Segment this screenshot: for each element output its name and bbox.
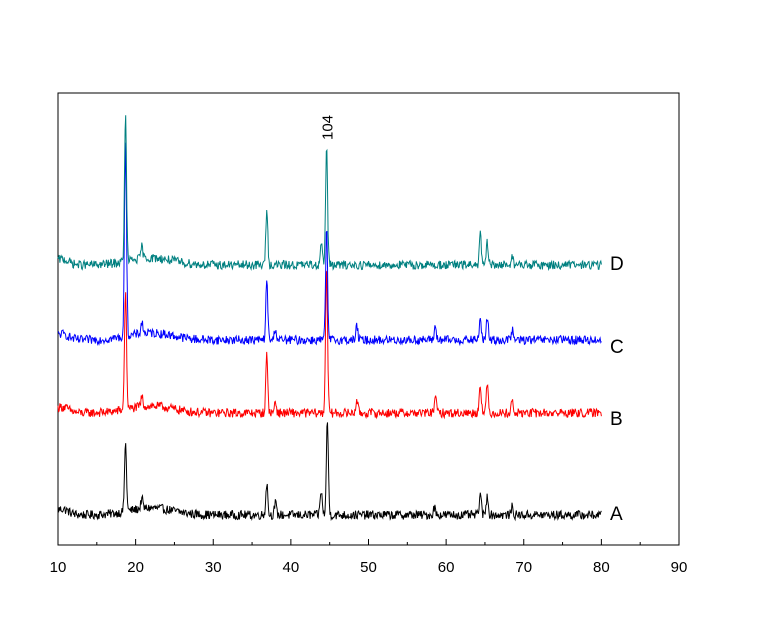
x-tick-label: 40: [283, 559, 300, 576]
series-label-d: D: [610, 254, 624, 275]
series-line-a: [57, 422, 602, 522]
x-tick-label: 30: [205, 559, 222, 576]
peak-annotation: 104: [320, 115, 337, 140]
x-tick-label: 70: [515, 559, 532, 576]
x-tick-label: 80: [593, 559, 610, 576]
plot-frame: [57, 92, 680, 546]
series-label-c: C: [610, 337, 624, 358]
x-axis-tick-labels: 10 20 30 40 50 60 70 80 90: [50, 559, 688, 576]
x-tick-label: 60: [438, 559, 455, 576]
x-tick-label: 90: [671, 559, 688, 576]
annotations: 104: [320, 115, 337, 140]
series-line-d: [57, 115, 602, 272]
series-line-c: [57, 142, 602, 347]
series-line-b: [57, 270, 602, 420]
x-tick-label: 20: [127, 559, 144, 576]
series-label-a: A: [610, 504, 623, 525]
series-lines: [57, 115, 602, 522]
series-label-b: B: [610, 409, 623, 430]
x-axis-ticks: [57, 539, 680, 545]
x-tick-label: 50: [360, 559, 377, 576]
series-labels: A B C D: [610, 254, 624, 525]
x-tick-label: 10: [50, 559, 67, 576]
